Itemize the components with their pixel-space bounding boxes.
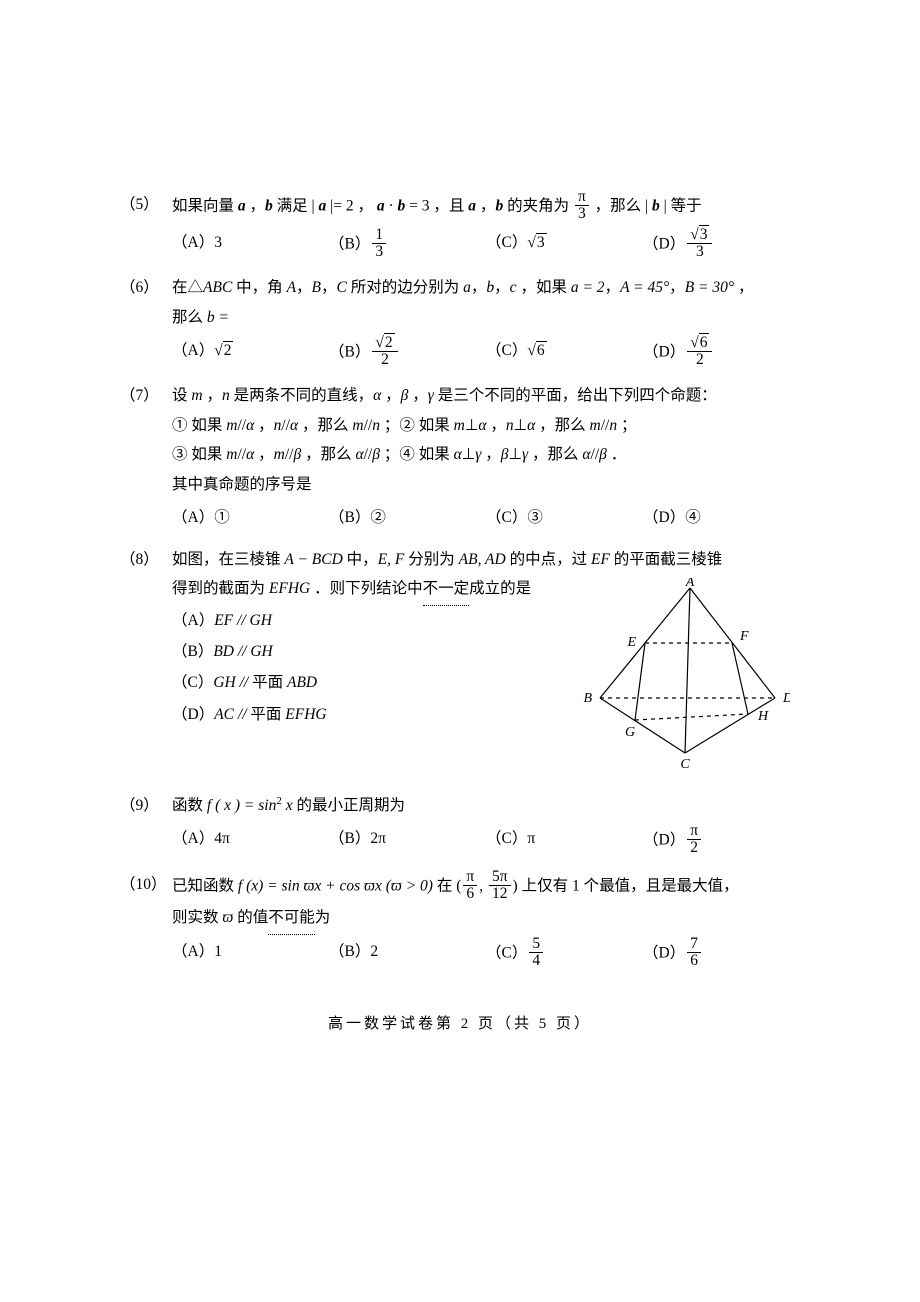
svg-text:C: C [680, 757, 690, 768]
q10-number: （10） [120, 870, 172, 899]
svg-text:A: A [685, 578, 695, 590]
q8-number: （8） [120, 545, 172, 574]
q10-option-b: （B）2 [329, 937, 486, 971]
q7-option-c: （C）③ [486, 503, 643, 532]
question-5: （5） 如果向量 a ，b 满足 | a |= 2 ， a · b = 3 ，且… [120, 190, 800, 261]
q9-option-b: （B）2π [329, 824, 486, 858]
q6-option-b: （B）22 [329, 336, 486, 370]
q8-line2: 得到的截面为 EFHG ．则下列结论中不一定成立的是 [120, 574, 570, 603]
q7-options: （A）① （B）② （C）③ （D）④ [120, 503, 800, 532]
q6-option-a: （A）2 [172, 336, 329, 370]
q9-options: （A）4π （B）2π （C）π （D）π2 [120, 824, 800, 858]
svg-text:G: G [625, 725, 635, 740]
svg-text:F: F [739, 629, 749, 644]
q10-option-a: （A）1 [172, 937, 329, 971]
q6-number: （6） [120, 273, 172, 302]
emphasis-underline: 不一定 [423, 574, 470, 603]
q5-option-d: （D）33 [643, 228, 800, 262]
q5-number: （5） [120, 190, 172, 219]
q10-option-c: （C）54 [486, 937, 643, 971]
q7-line1: 设 m ，n 是两条不同的直线，α ，β ，γ 是三个不同的平面，给出下列四个命… [172, 381, 800, 410]
q8-options: （A）EF // GH （B）BD // GH （C）GH // 平面 ABD … [120, 606, 570, 730]
q7-line2: ① 如果 m//α ，n//α ，那么 m//n ；② 如果 m⊥α ，n⊥α … [120, 411, 800, 440]
q6-option-c: （C）6 [486, 336, 643, 370]
q8-option-c: （C）GH // 平面 ABD [172, 668, 570, 697]
q7-option-d: （D）④ [643, 503, 800, 532]
q10-options: （A）1 （B）2 （C）54 （D）76 [120, 937, 800, 971]
q10-option-d: （D）76 [643, 937, 800, 971]
svg-text:B: B [583, 691, 592, 706]
q5-stem: 如果向量 a ，b 满足 | a |= 2 ， a · b = 3 ，且 a ，… [172, 190, 800, 224]
svg-text:H: H [757, 709, 769, 724]
q9-option-d: （D）π2 [643, 824, 800, 858]
q9-option-c: （C）π [486, 824, 643, 858]
q5-option-a: （A）3 [172, 228, 329, 262]
q7-option-b: （B）② [329, 503, 486, 532]
q8-line1: 如图，在三棱锥 A − BCD 中，E, F 分别为 AB, AD 的中点，过 … [172, 545, 800, 574]
q9-stem: 函数 f ( x ) = sin2 x 的最小正周期为 [172, 791, 800, 821]
q6-options: （A）2 （B）22 （C）6 （D）62 [120, 336, 800, 370]
svg-text:D: D [782, 691, 790, 706]
q10-line2: 则实数 ϖ 的值不可能为 [120, 903, 800, 932]
q6-stem: 在△ABC 中，角 A，B，C 所对的边分别为 a，b，c ，如果 a = 2，… [172, 273, 800, 302]
question-7: （7） 设 m ，n 是两条不同的直线，α ，β ，γ 是三个不同的平面，给出下… [120, 381, 800, 532]
q7-line4: 其中真命题的序号是 [120, 470, 800, 499]
q8-figure: A B C D E F G H [570, 574, 800, 778]
q5-options: （A）3 （B）13 （C）3 （D）33 [120, 228, 800, 262]
q8-option-a: （A）EF // GH [172, 606, 570, 635]
q5-option-b: （B）13 [329, 228, 486, 262]
q10-stem: 已知函数 f (x) = sin ϖx + cos ϖx (ϖ > 0) 在 (… [172, 870, 800, 904]
question-9: （9） 函数 f ( x ) = sin2 x 的最小正周期为 （A）4π （B… [120, 791, 800, 858]
q6-option-d: （D）62 [643, 336, 800, 370]
question-6: （6） 在△ABC 中，角 A，B，C 所对的边分别为 a，b，c ，如果 a … [120, 273, 800, 369]
q7-option-a: （A）① [172, 503, 329, 532]
q7-line3: ③ 如果 m//α ，m//β ，那么 α//β ；④ 如果 α⊥γ ，β⊥γ … [120, 440, 800, 469]
q5-option-c: （C）3 [486, 228, 643, 262]
q8-option-d: （D）AC // 平面 EFHG [172, 700, 570, 729]
q8-option-b: （B）BD // GH [172, 637, 570, 666]
emphasis-underline: 不可能 [268, 903, 315, 932]
q9-option-a: （A）4π [172, 824, 329, 858]
svg-text:E: E [626, 635, 636, 650]
question-8: （8） 如图，在三棱锥 A − BCD 中，E, F 分别为 AB, AD 的中… [120, 545, 800, 779]
q6-stem-line2: 那么 b = [120, 303, 800, 332]
question-10: （10） 已知函数 f (x) = sin ϖx + cos ϖx (ϖ > 0… [120, 870, 800, 971]
page-footer: 高一数学试卷第 2 页（共 5 页） [120, 1010, 800, 1039]
fraction-pi-3: π3 [575, 189, 589, 223]
q7-number: （7） [120, 381, 172, 410]
q9-number: （9） [120, 791, 172, 820]
